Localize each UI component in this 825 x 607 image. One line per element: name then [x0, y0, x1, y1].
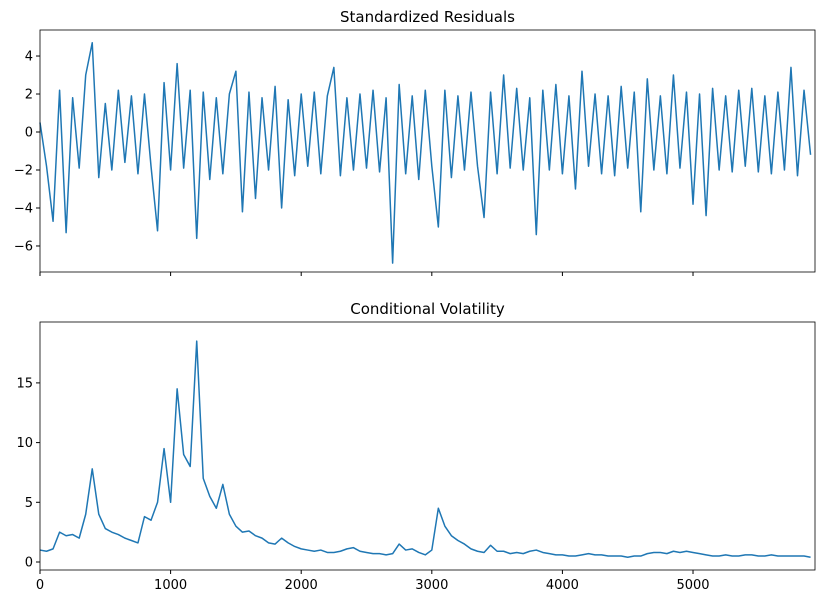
y-tick-label: 0 — [25, 126, 33, 141]
x-tick-label: 2000 — [285, 578, 318, 593]
y-tick-label: 15 — [16, 376, 33, 391]
y-tick-label: −4 — [14, 201, 33, 216]
y-tick-label: 0 — [25, 556, 33, 571]
chart-title: Standardized Residuals — [340, 8, 515, 26]
x-tick-label: 4000 — [546, 578, 579, 593]
x-tick-label: 1000 — [154, 578, 187, 593]
axes-frame — [39, 29, 816, 273]
series-line — [39, 41, 812, 264]
x-tick-label: 0 — [36, 578, 44, 593]
chart-title: Conditional Volatility — [350, 300, 505, 318]
y-tick-label: 2 — [25, 88, 33, 103]
x-tick-label: 5000 — [676, 578, 709, 593]
series-line — [39, 340, 811, 558]
y-tick-label: −6 — [14, 239, 33, 254]
y-tick-label: 10 — [16, 436, 33, 451]
axes-frame — [39, 321, 816, 571]
x-tick-label: 3000 — [415, 578, 448, 593]
y-tick-label: 5 — [25, 496, 33, 511]
y-tick-label: 4 — [25, 50, 33, 65]
y-tick-label: −2 — [14, 163, 33, 178]
